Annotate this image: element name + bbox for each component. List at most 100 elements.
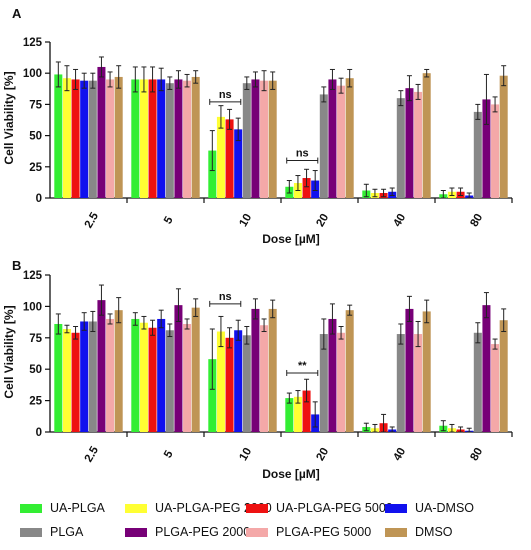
y-tick-label: 75	[29, 99, 42, 111]
bar	[131, 318, 140, 432]
x-axis-title: Dose [µM]	[262, 232, 320, 246]
x-tick-label: 40	[392, 446, 409, 463]
legend-item: UA-PLGA-PEG 5000	[246, 500, 393, 516]
bar	[405, 308, 414, 432]
legend-swatch	[20, 503, 42, 513]
bar	[97, 300, 106, 432]
bar	[328, 79, 337, 198]
bar	[422, 311, 431, 432]
bar	[473, 332, 482, 432]
bar	[71, 79, 80, 198]
legend-label: PLGA-PEG 2000	[155, 525, 251, 539]
chart-panel-a: A 0 25 50 75 100 125 Cell Viability [%] 2.5 5 10 20…	[2, 6, 513, 246]
y-tick-label: 50	[29, 131, 42, 143]
bar	[208, 150, 217, 198]
bar	[148, 79, 157, 198]
bar	[62, 78, 71, 198]
x-tick-label: 5	[162, 214, 176, 226]
chart-panel-b: B 0 25 50 75 100 125 Cell Viability [%] 2.5 5 10 20…	[2, 258, 513, 481]
bar	[157, 79, 166, 198]
bar	[302, 178, 311, 198]
significance-label: ns	[219, 291, 232, 303]
y-tick-label: 75	[29, 333, 42, 345]
y-tick-label: 0	[36, 427, 42, 439]
bar	[54, 74, 63, 198]
bar	[148, 327, 157, 432]
bar	[88, 80, 97, 198]
x-tick-label: 80	[469, 446, 486, 463]
legend-label: PLGA	[50, 525, 84, 539]
panel-label: A	[12, 6, 22, 21]
bar	[62, 329, 71, 432]
bar	[414, 334, 423, 432]
bar	[71, 332, 80, 432]
legend-label: PLGA-PEG 5000	[276, 525, 372, 539]
bar	[345, 310, 354, 432]
bar	[242, 335, 251, 432]
legend-swatch	[125, 503, 147, 513]
x-tick-label: 20	[315, 212, 332, 229]
legend-item: PLGA-PEG 2000	[125, 524, 250, 540]
bar	[405, 88, 414, 198]
bar	[396, 334, 405, 432]
bar	[88, 321, 97, 432]
y-tick-label: 100	[23, 68, 42, 80]
bar	[157, 318, 166, 432]
bar	[114, 310, 123, 432]
y-axis-title: Cell Viability [%]	[2, 305, 16, 398]
significance-label: ns	[296, 148, 309, 160]
bar	[174, 305, 183, 432]
legend-label: UA-PLGA-PEG 5000	[276, 501, 393, 515]
bar	[97, 66, 106, 199]
legend-swatch	[20, 527, 42, 537]
bar	[414, 91, 423, 198]
bar	[499, 75, 508, 198]
bar	[54, 323, 63, 432]
y-axis-title: Cell Viability [%]	[2, 71, 16, 164]
bar	[208, 359, 217, 432]
bar	[260, 325, 269, 432]
x-tick-label: 10	[238, 212, 255, 229]
bar	[422, 73, 431, 198]
bar	[234, 330, 243, 432]
bar	[491, 104, 500, 198]
bar	[191, 76, 200, 198]
bar	[183, 323, 192, 432]
bar	[174, 79, 183, 198]
bar	[251, 79, 260, 198]
x-tick-label: 2.5	[83, 444, 102, 464]
legend-label: UA-DMSO	[415, 501, 475, 515]
legend-item: UA-PLGA-PEG 2000	[125, 500, 272, 516]
legend-swatch	[385, 527, 407, 537]
legend-item: UA-DMSO	[385, 500, 474, 516]
bar	[225, 119, 234, 198]
legend-swatch	[385, 503, 407, 513]
y-tick-label: 25	[29, 396, 42, 408]
bar	[268, 80, 277, 198]
legend-label: UA-PLGA-PEG 2000	[155, 501, 272, 515]
x-axis-title: Dose [µM]	[262, 467, 320, 481]
bar	[165, 330, 174, 432]
x-tick-label: 80	[469, 212, 486, 229]
bar	[106, 318, 115, 432]
bar	[302, 390, 311, 432]
x-tick-label: 5	[162, 448, 176, 460]
bar	[482, 99, 491, 198]
bar	[225, 337, 234, 432]
bar	[251, 308, 260, 432]
legend-item: PLGA-PEG 5000	[246, 524, 371, 540]
bar	[482, 305, 491, 432]
legend-swatch	[125, 527, 147, 537]
panel-label: B	[12, 258, 21, 273]
bar	[260, 80, 269, 198]
bar	[396, 98, 405, 198]
bar	[319, 94, 328, 198]
bar	[139, 322, 148, 432]
bar	[234, 129, 243, 198]
legend-item: UA-PLGA	[20, 500, 105, 516]
significance-label: **	[298, 360, 307, 372]
x-tick-label: 2.5	[83, 210, 102, 230]
legend: UA-PLGA UA-PLGA-PEG 2000 UA-PLGA-PEG 5000 U…	[20, 500, 530, 550]
y-tick-label: 100	[23, 301, 42, 313]
